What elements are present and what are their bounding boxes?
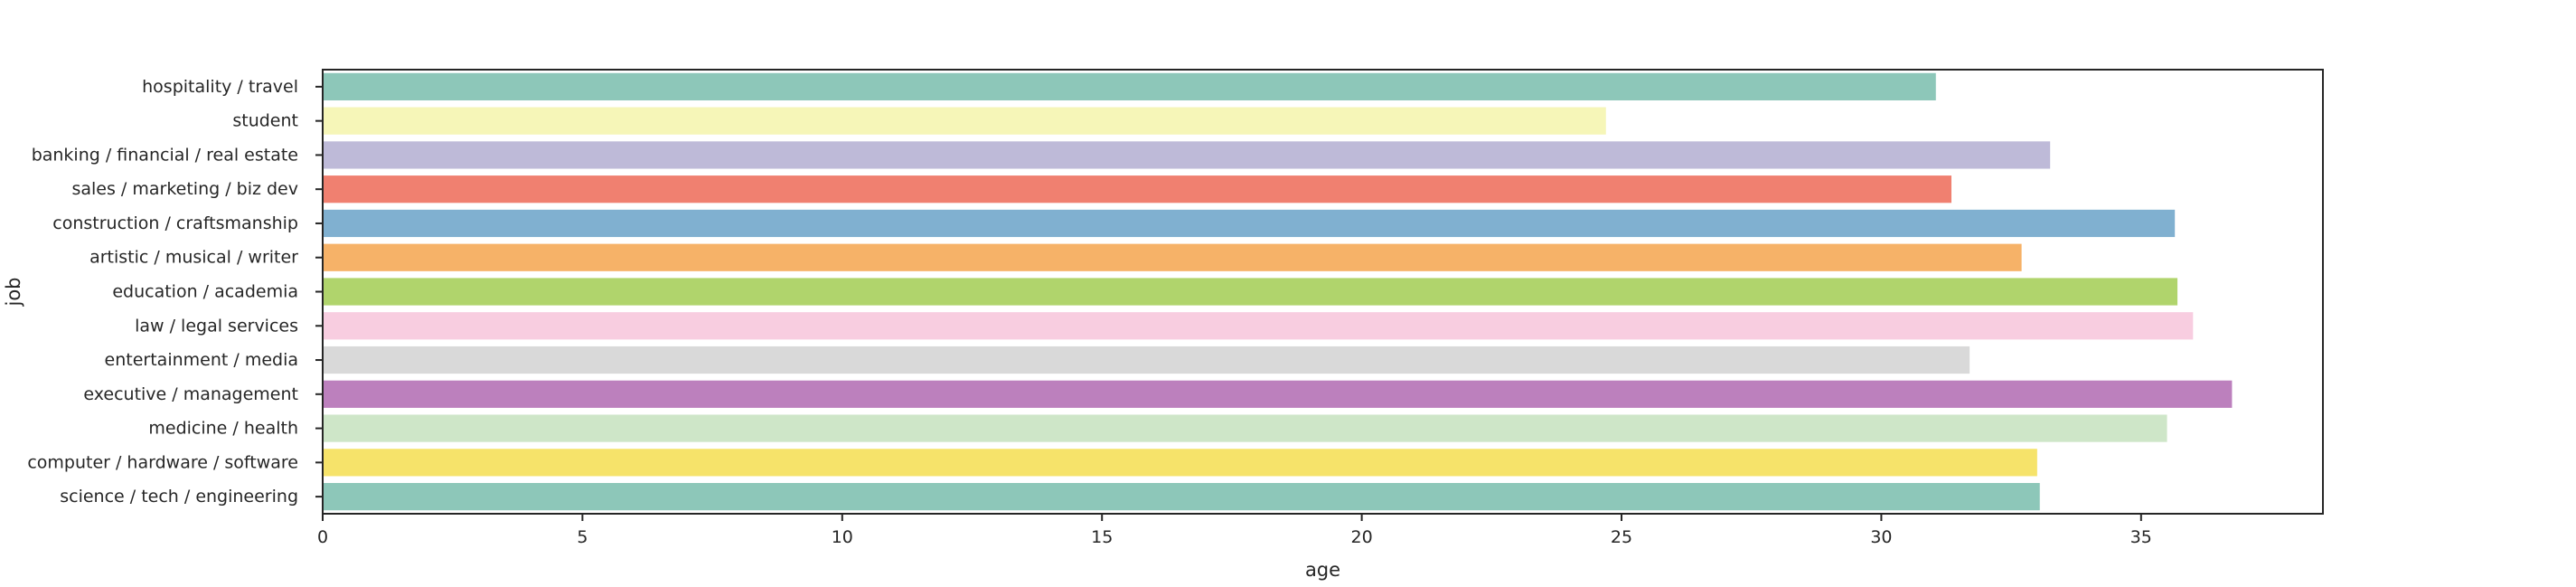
bar: [323, 107, 1606, 135]
bar: [323, 209, 2176, 238]
y-tick-label: hospitality / travel: [142, 77, 298, 97]
bar: [323, 449, 2037, 477]
bar: [323, 243, 2022, 271]
bar: [323, 312, 2194, 340]
y-tick-label: construction / craftsmanship: [52, 213, 298, 233]
bar: [323, 414, 2167, 442]
y-tick-label: medicine / health: [148, 419, 298, 439]
x-tick-label: 10: [832, 527, 853, 547]
x-tick-label: 0: [317, 527, 328, 547]
y-tick-label: science / tech / engineering: [60, 487, 298, 507]
y-tick-label: executive / management: [83, 384, 298, 404]
y-tick-label: computer / hardware / software: [27, 452, 298, 472]
bar: [323, 175, 1952, 204]
x-tick-label: 30: [1870, 527, 1892, 547]
y-tick-label: student: [232, 111, 298, 131]
x-axis-label: age: [1305, 559, 1340, 581]
bar: [323, 278, 2178, 306]
x-tick-label: 15: [1091, 527, 1113, 547]
y-axis-label: job: [3, 277, 24, 307]
bar: [323, 346, 1970, 374]
y-tick-label: banking / financial / real estate: [32, 145, 298, 165]
bar: [323, 380, 2233, 408]
bars-group: [323, 72, 2233, 511]
x-tick-label: 5: [577, 527, 588, 547]
y-tick-label: entertainment / media: [105, 350, 298, 370]
x-tick-label: 35: [2130, 527, 2152, 547]
y-tick-label: law / legal services: [135, 316, 298, 336]
x-tick-label: 20: [1351, 527, 1373, 547]
y-axis-ticks: hospitality / travel student banking / fin…: [27, 77, 323, 507]
x-tick-label: 25: [1611, 527, 1632, 547]
bar: [323, 141, 2051, 169]
x-axis-ticks: 0 5 10 15 20 25 30 35: [317, 514, 2152, 547]
bar: [323, 72, 1936, 100]
y-tick-label: education / academia: [112, 282, 298, 302]
y-tick-label: sales / marketing / biz dev: [71, 179, 298, 199]
bar: [323, 483, 2040, 511]
y-tick-label: artistic / musical / writer: [89, 248, 298, 268]
